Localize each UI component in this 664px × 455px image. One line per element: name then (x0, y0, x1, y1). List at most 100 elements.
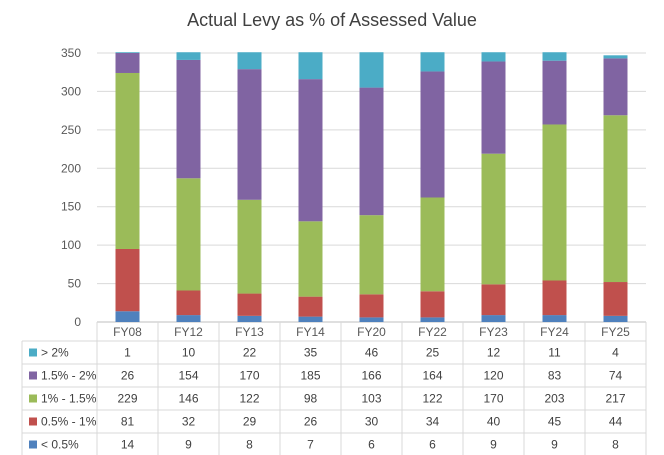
category-label: FY12 (174, 325, 203, 339)
data-label: 7 (307, 438, 314, 452)
data-label: 98 (304, 392, 318, 406)
legend-key (29, 371, 37, 380)
bar-segment (603, 315, 628, 322)
data-label: 12 (487, 346, 501, 360)
data-label: 14 (121, 438, 135, 452)
data-label: 11 (548, 346, 561, 360)
bar-segment (542, 280, 567, 316)
data-label: 203 (544, 392, 564, 406)
legend-key (29, 348, 37, 357)
bar-segment (115, 52, 140, 53)
bar-segment (237, 315, 262, 322)
data-label: 44 (609, 415, 623, 429)
bar-segment (603, 58, 628, 116)
data-label: 10 (182, 346, 196, 360)
y-tick-label: 200 (61, 161, 81, 175)
y-tick-label: 150 (61, 200, 81, 214)
bar-segment (359, 294, 384, 318)
category-label: FY14 (296, 325, 325, 339)
legend-label: < 0.5% (41, 438, 79, 452)
data-label: 122 (422, 392, 442, 406)
bar-segment (115, 72, 140, 249)
data-label: 4 (612, 346, 619, 360)
bar-segment (542, 124, 567, 281)
category-label: FY25 (601, 325, 630, 339)
bar-segment (298, 52, 323, 80)
data-label: 166 (361, 369, 381, 383)
data-label: 83 (548, 369, 562, 383)
data-label: 8 (246, 438, 253, 452)
category-label: FY23 (479, 325, 508, 339)
bar-segment (176, 315, 201, 322)
chart-title: Actual Levy as % of Assessed Value (187, 10, 477, 30)
data-label: 185 (300, 369, 320, 383)
data-label: 9 (490, 438, 497, 452)
category-label: FY13 (235, 325, 264, 339)
bar-segment (603, 55, 628, 59)
bar-segment (115, 53, 140, 73)
data-label: 40 (487, 415, 501, 429)
bar-segment (481, 61, 506, 154)
data-label: 26 (121, 369, 135, 383)
legend-label: 1.5% - 2% (41, 369, 97, 383)
bar-segment (542, 315, 567, 322)
data-label: 146 (178, 392, 198, 406)
data-label: 164 (422, 369, 442, 383)
data-label: 22 (243, 346, 257, 360)
bar-segment (176, 178, 201, 291)
bar-segment (115, 248, 140, 312)
bar-segment (176, 52, 201, 60)
bar-segment (481, 315, 506, 322)
bar-segment (420, 52, 445, 72)
bar-segment (298, 316, 323, 322)
bar-segment (237, 52, 262, 70)
bar-segment (481, 52, 506, 62)
data-label: 1 (124, 346, 131, 360)
category-label: FY24 (540, 325, 569, 339)
y-tick-label: 100 (61, 238, 81, 252)
bar-segment (359, 87, 384, 216)
bar-segment (176, 290, 201, 316)
legend-label: > 2% (41, 346, 69, 360)
data-label: 9 (551, 438, 558, 452)
data-label: 229 (117, 392, 137, 406)
bar-segment (359, 52, 384, 88)
bar-segment (603, 115, 628, 283)
legend-key (29, 417, 37, 426)
bar-segment (420, 197, 445, 292)
data-label: 6 (368, 438, 375, 452)
data-label: 30 (365, 415, 379, 429)
bar-segment (420, 317, 445, 322)
data-label: 45 (548, 415, 562, 429)
data-label: 74 (609, 369, 623, 383)
data-label: 170 (239, 369, 259, 383)
bar-segment (237, 293, 262, 316)
data-label: 34 (426, 415, 440, 429)
y-tick-label: 350 (61, 46, 81, 60)
legend-key (29, 394, 37, 403)
data-label: 6 (429, 438, 436, 452)
bar-segment (237, 199, 262, 294)
data-label: 8 (612, 438, 619, 452)
y-tick-label: 50 (68, 277, 82, 291)
data-label: 217 (605, 392, 625, 406)
data-label: 154 (178, 369, 198, 383)
data-label: 35 (304, 346, 318, 360)
data-label: 46 (365, 346, 379, 360)
bar-segment (237, 69, 262, 200)
bar-segment (481, 284, 506, 316)
bar-segment (359, 317, 384, 322)
bar-segment (176, 59, 201, 179)
legend-label: 1% - 1.5% (41, 392, 97, 406)
bar-segment (542, 60, 567, 125)
category-label: FY08 (113, 325, 142, 339)
data-label: 81 (121, 415, 135, 429)
category-label: FY22 (418, 325, 447, 339)
bar-segment (115, 311, 140, 322)
data-label: 170 (483, 392, 503, 406)
bar-segment (603, 282, 628, 316)
category-label: FY20 (357, 325, 386, 339)
y-tick-label: 0 (74, 315, 81, 329)
y-tick-label: 300 (61, 84, 81, 98)
